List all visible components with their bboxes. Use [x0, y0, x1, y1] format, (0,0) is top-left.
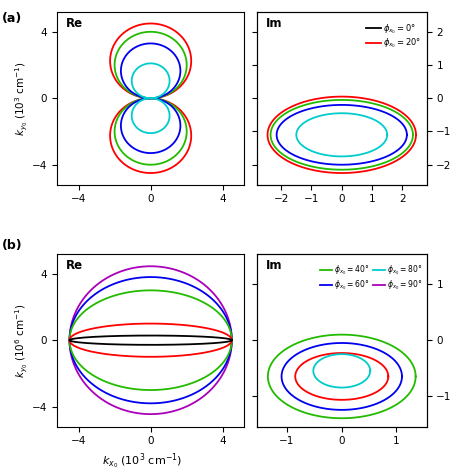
Text: Re: Re: [66, 17, 83, 30]
Y-axis label: $k_{y_0}$ $(10^3$ cm$^{-1})$: $k_{y_0}$ $(10^3$ cm$^{-1})$: [14, 61, 30, 136]
Legend: $\phi_{x_0}=40°$, $\phi_{x_0}=60°$, $\phi_{x_0}=80°$, $\phi_{x_0}=90°$: $\phi_{x_0}=40°$, $\phi_{x_0}=60°$, $\ph…: [319, 263, 423, 293]
Y-axis label: $k_{y_0}$ $(10^6$ cm$^{-1})$: $k_{y_0}$ $(10^6$ cm$^{-1})$: [14, 303, 30, 378]
Text: Im: Im: [265, 259, 282, 272]
Text: $k_{x_0}$ $(10^3$ cm$^{-1})$: $k_{x_0}$ $(10^3$ cm$^{-1})$: [102, 451, 182, 471]
Text: (b): (b): [2, 239, 23, 252]
Legend: $\phi_{x_0}=0°$, $\phi_{x_0}=20°$: $\phi_{x_0}=0°$, $\phi_{x_0}=20°$: [365, 21, 422, 51]
Text: (a): (a): [2, 12, 23, 25]
Text: Re: Re: [66, 259, 83, 272]
Text: Im: Im: [265, 17, 282, 30]
